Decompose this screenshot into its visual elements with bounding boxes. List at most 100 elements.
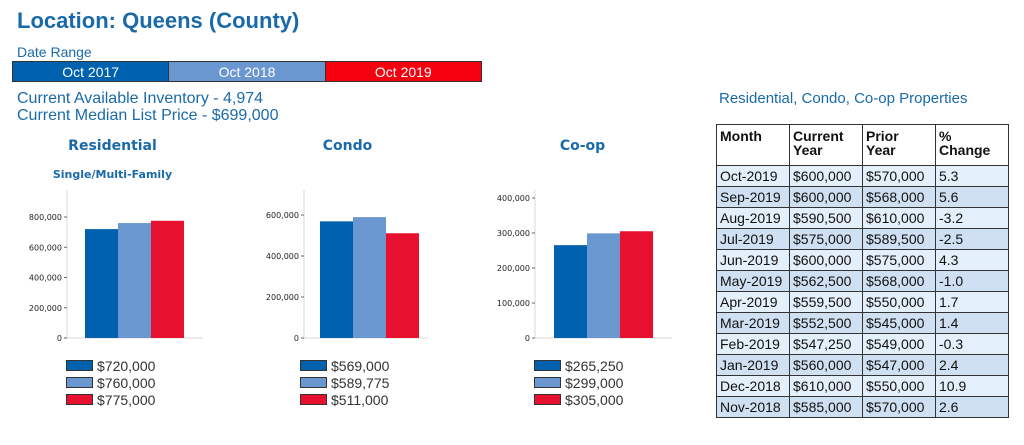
- date-range-oct-2019: Oct 2019: [325, 62, 481, 81]
- legend-item: $299,000: [534, 374, 623, 391]
- table-row: Feb-2019 $547,250 $549,000 -0.3: [716, 333, 1009, 355]
- date-range-bar: Oct 2017 Oct 2018 Oct 2019: [12, 61, 482, 82]
- cell-current-year: $562,500: [789, 270, 863, 292]
- coop-chart: 0 100,000 200,000 300,000 400,000: [497, 190, 672, 343]
- cell-current-year: $559,500: [789, 291, 863, 313]
- date-range-oct-2017: Oct 2017: [13, 62, 170, 81]
- header-text: %: [939, 128, 952, 144]
- cell-month: Mar-2019: [716, 312, 790, 334]
- cell-current-year: $552,500: [789, 312, 863, 334]
- cell-pct-change: 4.3: [935, 249, 1009, 271]
- y-tick-label: 0: [294, 334, 299, 343]
- bar-oct-2017: [85, 229, 118, 338]
- cell-pct-change: 2.4: [935, 354, 1009, 376]
- cell-current-year: $600,000: [789, 165, 863, 187]
- y-tick-label: 300,000: [497, 229, 530, 238]
- legend-item: $511,000: [300, 391, 389, 408]
- y-tick-label: 200,000: [266, 293, 299, 302]
- table-row: Sep-2019 $600,000 $568,000 5.6: [716, 186, 1009, 208]
- condo-chart-title: Condo: [322, 138, 373, 154]
- legend-value: $760,000: [97, 374, 156, 391]
- header-current-year: Current Year: [789, 124, 863, 166]
- legend-item: $760,000: [66, 374, 155, 391]
- price-table: Month Current Year Prior Year % Change Oct-…: [716, 124, 1009, 418]
- cell-month: Jan-2019: [716, 354, 790, 376]
- legend-swatch-2018: [300, 377, 327, 388]
- date-range-label-2017: Oct 2017: [62, 63, 120, 80]
- cell-pct-change: 2.6: [935, 396, 1009, 418]
- y-tick-label: 600,000: [266, 211, 299, 220]
- y-tick-label: 0: [57, 334, 62, 343]
- y-tick-label: 400,000: [266, 252, 299, 261]
- residential-chart-subtitle: Single/Multi-Family: [52, 168, 173, 181]
- header-text: Year: [866, 142, 896, 158]
- legend-swatch-2017: [300, 360, 327, 371]
- header-text: Year: [793, 142, 823, 158]
- cell-prior-year: $610,000: [862, 207, 936, 229]
- cell-month: Aug-2019: [716, 207, 790, 229]
- bar-oct-2019: [151, 220, 184, 338]
- header-pct-change: % Change: [935, 124, 1009, 166]
- cell-month: Jul-2019: [716, 228, 790, 250]
- bar-oct-2018: [353, 217, 386, 338]
- cell-month: Sep-2019: [716, 186, 790, 208]
- bar-oct-2017: [554, 245, 587, 338]
- bar-oct-2019: [620, 231, 653, 338]
- coop-chart-title: Co-op: [559, 138, 606, 154]
- cell-pct-change: -3.2: [935, 207, 1009, 229]
- table-title: Residential, Condo, Co-op Properties: [719, 90, 968, 107]
- y-tick-label: 400,000: [29, 274, 62, 283]
- date-range-label: Date Range: [17, 44, 92, 60]
- legend-swatch-2017: [66, 360, 93, 371]
- header-text: Prior: [866, 128, 899, 144]
- cell-prior-year: $589,500: [862, 228, 936, 250]
- legend-value: $265,250: [565, 357, 624, 374]
- date-range-label-2018: Oct 2018: [218, 63, 276, 80]
- cell-pct-change: -0.3: [935, 333, 1009, 355]
- cell-pct-change: -1.0: [935, 270, 1009, 292]
- residential-chart: 0 200,000 400,000 600,000 800,000: [29, 190, 203, 343]
- bar-oct-2019: [386, 233, 419, 338]
- y-tick-label: 200,000: [497, 264, 530, 273]
- table-row: Nov-2018 $585,000 $570,000 2.6: [716, 396, 1009, 418]
- legend-value: $511,000: [331, 391, 389, 408]
- table-row: Dec-2018 $610,000 $550,000 10.9: [716, 375, 1009, 397]
- table-row: Aug-2019 $590,500 $610,000 -3.2: [716, 207, 1009, 229]
- legend-swatch-2017: [534, 360, 561, 371]
- cell-prior-year: $568,000: [862, 270, 936, 292]
- cell-current-year: $585,000: [789, 396, 863, 418]
- cell-pct-change: -2.5: [935, 228, 1009, 250]
- condo-legend: $569,000 $589,775 $511,000: [300, 357, 389, 408]
- header-text: Current: [793, 128, 844, 144]
- inventory-text: Current Available Inventory - 4,974: [17, 90, 264, 107]
- date-range-label-2019: Oct 2019: [374, 63, 432, 80]
- legend-item: $305,000: [534, 391, 623, 408]
- cell-prior-year: $568,000: [862, 186, 936, 208]
- y-tick-label: 400,000: [497, 194, 530, 203]
- cell-prior-year: $549,000: [862, 333, 936, 355]
- cell-pct-change: 1.4: [935, 312, 1009, 334]
- legend-swatch-2018: [66, 377, 93, 388]
- y-tick-label: 600,000: [29, 243, 62, 252]
- date-range-oct-2018: Oct 2018: [169, 62, 326, 81]
- legend-item: $265,250: [534, 357, 623, 374]
- legend-value: $589,775: [331, 374, 390, 391]
- legend-value: $775,000: [97, 391, 156, 408]
- cell-month: Jun-2019: [716, 249, 790, 271]
- cell-prior-year: $547,000: [862, 354, 936, 376]
- header-text: Change: [939, 142, 991, 158]
- y-tick-label: 100,000: [497, 299, 530, 308]
- table-row: Jan-2019 $560,000 $547,000 2.4: [716, 354, 1009, 376]
- residential-chart-title: Residential: [68, 138, 157, 154]
- residential-legend: $720,000 $760,000 $775,000: [66, 357, 155, 408]
- legend-value: $299,000: [565, 374, 624, 391]
- table-header-row: Month Current Year Prior Year % Change: [716, 124, 1009, 166]
- cell-pct-change: 5.6: [935, 186, 1009, 208]
- cell-prior-year: $570,000: [862, 396, 936, 418]
- bar-oct-2018: [587, 233, 620, 338]
- cell-current-year: $575,000: [789, 228, 863, 250]
- cell-current-year: $560,000: [789, 354, 863, 376]
- legend-value: $305,000: [565, 391, 624, 408]
- table-row: Oct-2019 $600,000 $570,000 5.3: [716, 165, 1009, 187]
- cell-prior-year: $575,000: [862, 249, 936, 271]
